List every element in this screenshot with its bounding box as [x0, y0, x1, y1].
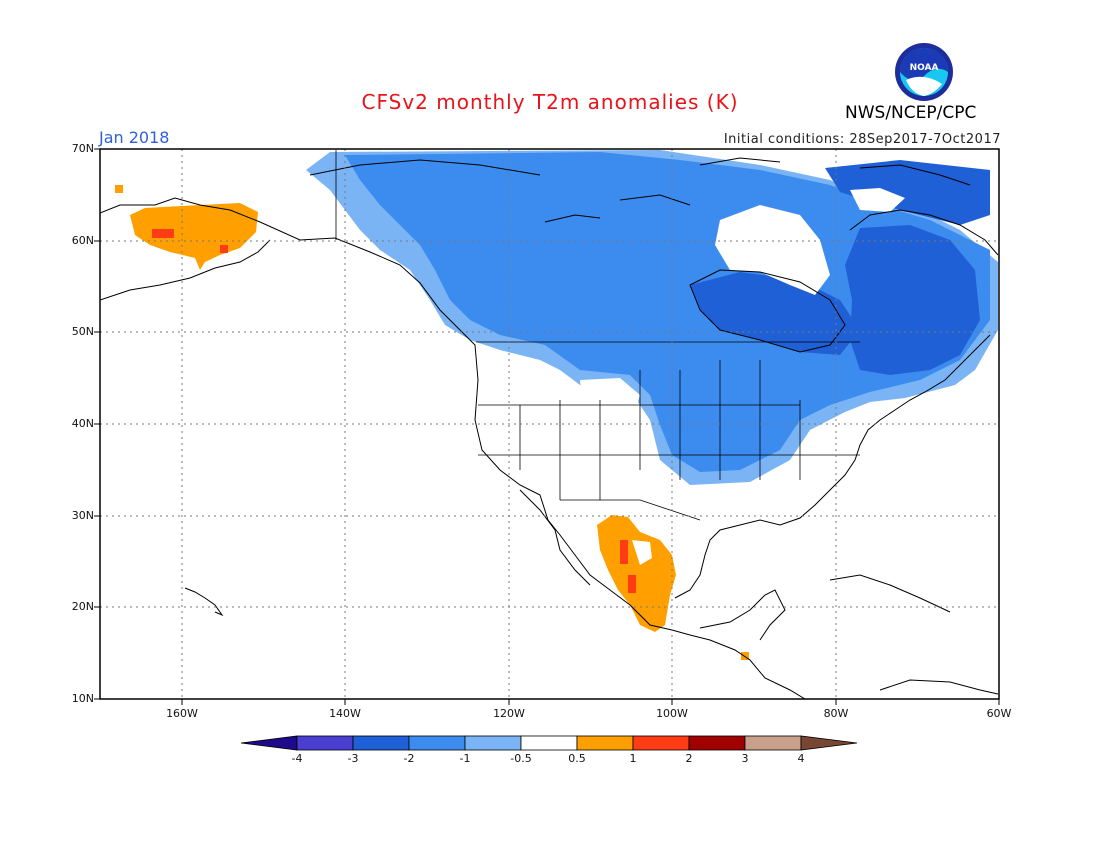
lon-label-80w: 80W — [823, 707, 849, 720]
colorbar-label-m4: -4 — [291, 752, 303, 765]
colorbar-label-m1: -1 — [459, 752, 471, 765]
colorbar-label-p05: 0.5 — [568, 752, 586, 765]
lon-label-120w: 120W — [493, 707, 525, 720]
map-ticks — [94, 148, 1000, 705]
anomaly-warm-mexico — [597, 515, 749, 660]
agency-label: NWS/NCEP/CPC — [845, 103, 977, 123]
noaa-logo-icon: NOAA — [895, 43, 953, 101]
lat-label-10n: 10N — [71, 692, 94, 705]
initial-conditions: Initial conditions: 28Sep2017-7Oct2017 — [723, 132, 1001, 147]
colorbar-label-m3: -3 — [347, 752, 359, 765]
colorbar-box — [688, 735, 746, 751]
lat-label-40n: 40N — [71, 417, 94, 430]
colorbar-box — [464, 735, 522, 751]
gridlines — [100, 149, 999, 699]
lat-label-60n: 60N — [71, 234, 94, 247]
colorbar-box — [576, 735, 634, 751]
lon-label-100w: 100W — [656, 707, 688, 720]
lat-label-50n: 50N — [71, 325, 94, 338]
colorbar-box — [296, 735, 354, 751]
colorbar-box — [744, 735, 802, 751]
lat-label-20n: 20N — [71, 600, 94, 613]
lon-label-60w: 60W — [986, 707, 1012, 720]
colorbar-box — [352, 735, 410, 751]
colorbar-box — [520, 735, 578, 751]
colorbar-label-p1: 1 — [629, 752, 637, 765]
lat-label-30n: 30N — [71, 509, 94, 522]
colorbar-label-p3: 3 — [741, 752, 749, 765]
lon-label-160w: 160W — [166, 707, 198, 720]
lat-label-70n: 70N — [71, 142, 94, 155]
colorbar — [240, 735, 858, 751]
anomaly-cool-region — [306, 150, 998, 485]
colorbar-label-p2: 2 — [685, 752, 693, 765]
svg-text:NOAA: NOAA — [910, 63, 939, 73]
colorbar-label-p4: 4 — [797, 752, 805, 765]
lon-label-140w: 140W — [329, 707, 361, 720]
chart-title: CFSv2 monthly T2m anomalies (K) — [361, 90, 739, 114]
colorbar-label-m2: -2 — [403, 752, 415, 765]
colorbar-lower-extend — [240, 735, 298, 751]
colorbar-label-m05: -0.5 — [510, 752, 532, 765]
colorbar-upper-extend — [800, 735, 858, 751]
colorbar-box — [632, 735, 690, 751]
colorbar-box — [408, 735, 466, 751]
state-borders — [335, 150, 860, 521]
coastlines — [100, 157, 999, 699]
anomaly-warm-alaska — [115, 185, 258, 270]
forecast-month: Jan 2018 — [99, 128, 170, 147]
